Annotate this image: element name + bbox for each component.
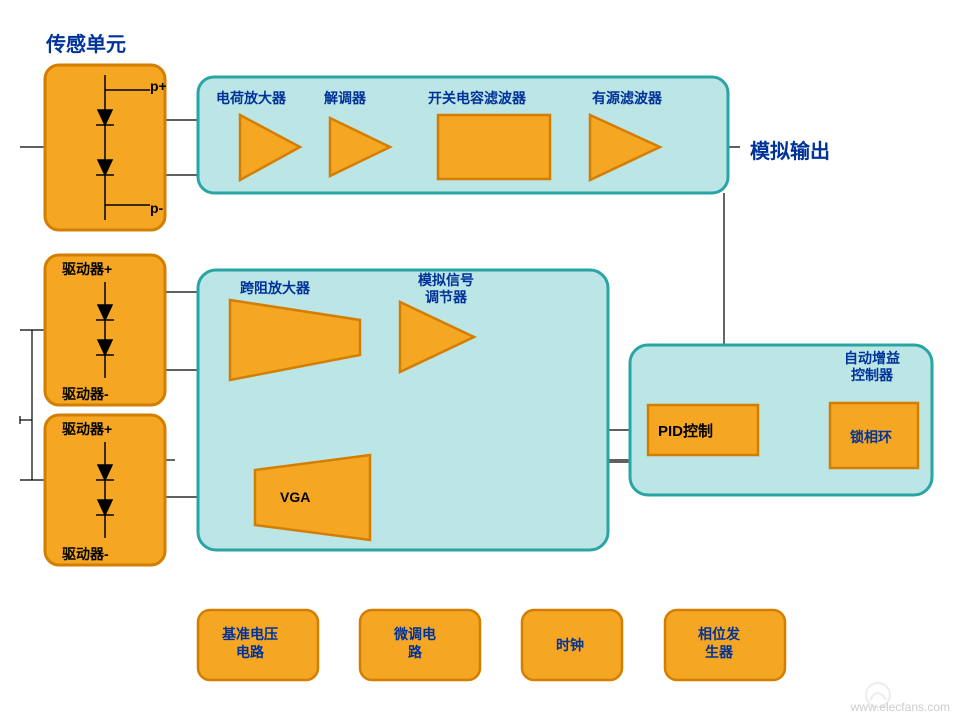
drv1p: 驱动器+ — [62, 259, 112, 279]
lbl-phase: 相位发 生器 — [698, 625, 740, 661]
lbl-agc: 自动增益 控制器 — [844, 350, 900, 384]
lbl-scfilter: 开关电容滤波器 — [428, 88, 526, 108]
watermark: www.elecfans.com — [851, 700, 950, 714]
lbl-cond: 模拟信号 调节器 — [418, 272, 474, 306]
title: 传感单元 — [46, 28, 126, 57]
lbl-demod: 解调器 — [324, 88, 366, 108]
lbl-tia: 跨阻放大器 — [240, 278, 310, 298]
lbl-clk: 时钟 — [556, 635, 584, 655]
output-label: 模拟输出 — [750, 135, 830, 164]
lbl-trim: 微调电 路 — [394, 625, 436, 661]
lbl-pll: 锁相环 — [850, 427, 892, 447]
lbl-active-filter: 有源滤波器 — [592, 88, 662, 108]
drv2m: 驱动器- — [62, 544, 109, 564]
p-minus: p- — [150, 200, 163, 216]
bottom-row — [198, 610, 785, 680]
p-plus: p+ — [150, 78, 167, 94]
mid-block — [198, 270, 608, 550]
drv1m: 驱动器- — [62, 384, 109, 404]
drv2p: 驱动器+ — [62, 419, 112, 439]
sensor-block — [45, 65, 165, 230]
lbl-vga: VGA — [280, 489, 310, 505]
lbl-pid: PID控制 — [658, 420, 713, 441]
lbl-ref: 基准电压 电路 — [222, 625, 278, 661]
lbl-charge-amp: 电荷放大器 — [216, 88, 286, 108]
